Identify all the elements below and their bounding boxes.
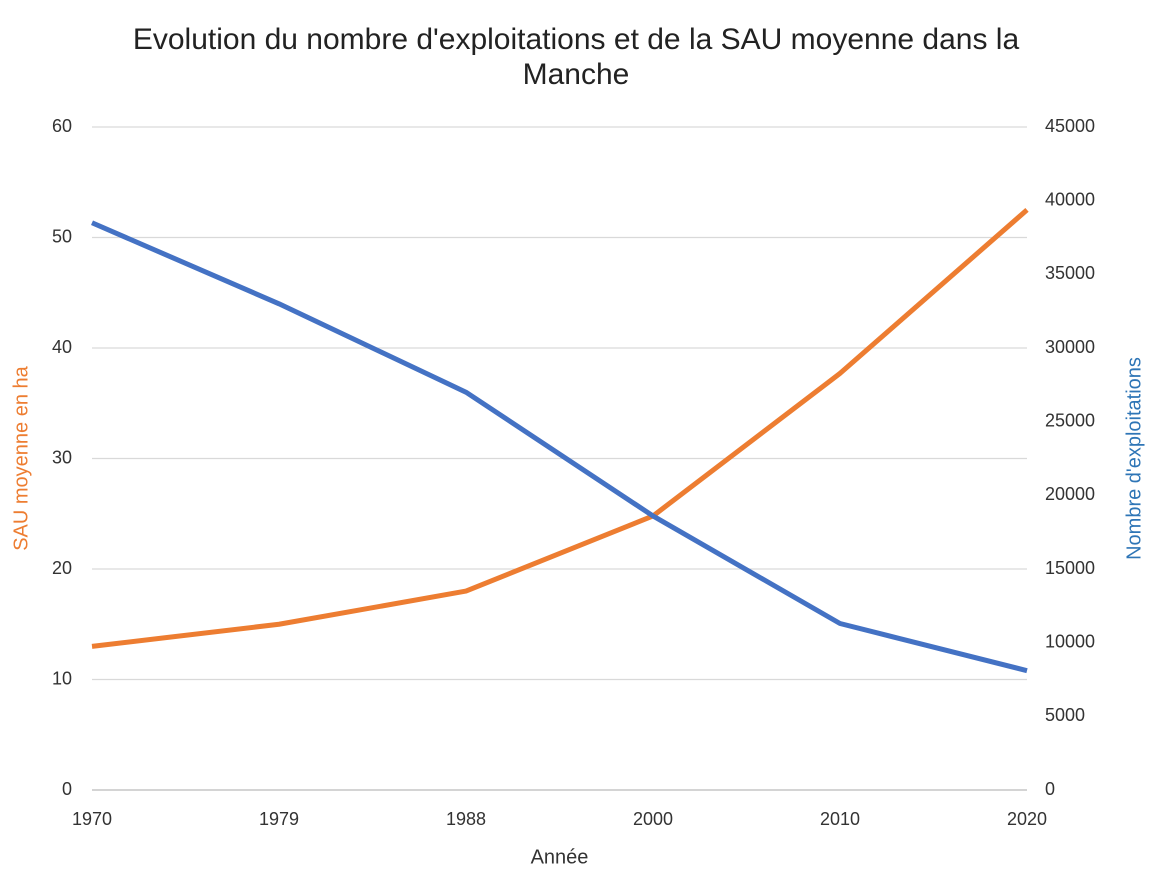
y-tick-label: 60 [52, 116, 72, 136]
x-axis-title: Année [531, 846, 589, 868]
x-tick-label: 1988 [446, 809, 486, 829]
y2-tick-label: 0 [1045, 779, 1055, 799]
y2-tick-label: 20000 [1045, 484, 1095, 504]
x-tick-label: 2020 [1007, 809, 1047, 829]
y2-axis-title: Nombre d'exploitations [1123, 357, 1145, 560]
series-line [91, 207, 1029, 649]
y2-tick-label: 15000 [1045, 558, 1095, 578]
y2-tick-label: 40000 [1045, 189, 1095, 209]
y-axis-title: SAU moyenne en ha [10, 365, 32, 550]
x-tick-label: 2000 [633, 809, 673, 829]
y-tick-label: 20 [52, 558, 72, 578]
y2-tick-label: 35000 [1045, 263, 1095, 283]
y2-tick-label: 10000 [1045, 631, 1095, 651]
y-tick-label: 30 [52, 447, 72, 467]
y2-tick-label: 25000 [1045, 410, 1095, 430]
y-tick-label: 50 [52, 226, 72, 246]
y-tick-label: 10 [52, 668, 72, 688]
x-tick-label: 2010 [820, 809, 860, 829]
y2-tick-label: 45000 [1045, 116, 1095, 136]
series-line [91, 220, 1028, 674]
y-tick-label: 40 [52, 337, 72, 357]
chart-title: Evolution du nombre d'exploitations et d… [132, 23, 1020, 91]
y2-tick-label: 30000 [1045, 337, 1095, 357]
x-tick-label: 1970 [72, 809, 112, 829]
x-tick-label: 1979 [259, 809, 299, 829]
y2-tick-label: 5000 [1045, 705, 1085, 725]
y-tick-label: 0 [62, 779, 72, 799]
